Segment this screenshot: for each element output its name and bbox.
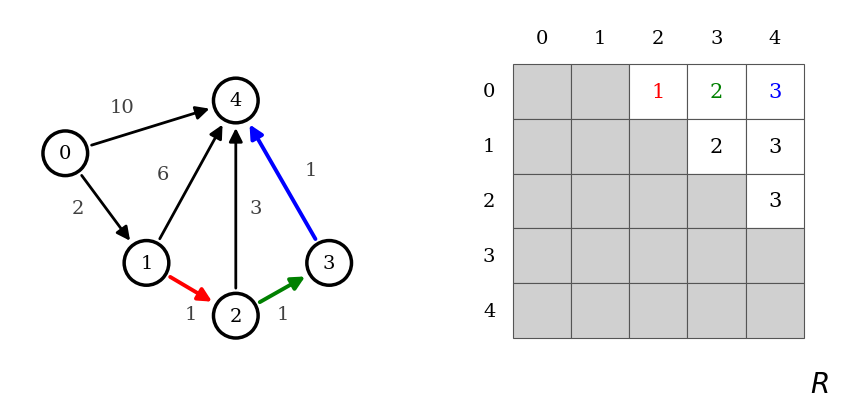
- Bar: [687, 65, 745, 119]
- Circle shape: [43, 132, 88, 176]
- Bar: [745, 174, 802, 229]
- Circle shape: [214, 294, 257, 338]
- Bar: [512, 119, 570, 174]
- Circle shape: [307, 241, 351, 286]
- Bar: [745, 119, 802, 174]
- Text: 3: 3: [767, 137, 781, 156]
- Bar: [570, 229, 629, 284]
- Bar: [687, 229, 745, 284]
- Circle shape: [124, 241, 169, 286]
- Text: 2: 2: [482, 192, 495, 211]
- Bar: [570, 284, 629, 338]
- Text: 3: 3: [250, 200, 262, 217]
- Text: 1: 1: [185, 305, 197, 323]
- Text: 3: 3: [767, 192, 781, 211]
- Bar: [629, 65, 687, 119]
- Text: 3: 3: [767, 83, 781, 102]
- Text: $R$: $R$: [808, 371, 827, 398]
- Text: 6: 6: [157, 165, 169, 183]
- Text: 3: 3: [323, 254, 335, 272]
- Bar: [512, 174, 570, 229]
- Text: 2: 2: [652, 30, 664, 47]
- Bar: [629, 119, 687, 174]
- Bar: [687, 174, 745, 229]
- Text: 1: 1: [140, 254, 152, 272]
- Bar: [687, 284, 745, 338]
- Bar: [512, 229, 570, 284]
- Text: 2: 2: [709, 137, 722, 156]
- Bar: [745, 284, 802, 338]
- Bar: [629, 174, 687, 229]
- Bar: [512, 65, 570, 119]
- Text: 4: 4: [768, 30, 780, 47]
- Bar: [687, 119, 745, 174]
- Text: 1: 1: [276, 305, 288, 323]
- Bar: [570, 174, 629, 229]
- Bar: [745, 229, 802, 284]
- Text: 4: 4: [482, 302, 495, 320]
- Bar: [570, 119, 629, 174]
- Text: 0: 0: [536, 30, 548, 47]
- Text: 4: 4: [229, 92, 242, 110]
- Text: 1: 1: [593, 30, 605, 47]
- Text: 2: 2: [709, 83, 722, 102]
- Text: 2: 2: [71, 200, 84, 217]
- Text: 3: 3: [709, 30, 722, 47]
- Bar: [512, 284, 570, 338]
- Bar: [629, 284, 687, 338]
- Bar: [570, 65, 629, 119]
- Text: 1: 1: [651, 83, 665, 102]
- Text: 3: 3: [482, 247, 495, 265]
- Text: 0: 0: [59, 145, 71, 163]
- Bar: [745, 65, 802, 119]
- Text: 1: 1: [482, 138, 495, 156]
- Text: 10: 10: [109, 98, 134, 116]
- Text: 1: 1: [305, 161, 317, 179]
- Circle shape: [214, 79, 257, 124]
- Text: 0: 0: [482, 83, 495, 101]
- Bar: [629, 229, 687, 284]
- Text: 2: 2: [229, 307, 242, 325]
